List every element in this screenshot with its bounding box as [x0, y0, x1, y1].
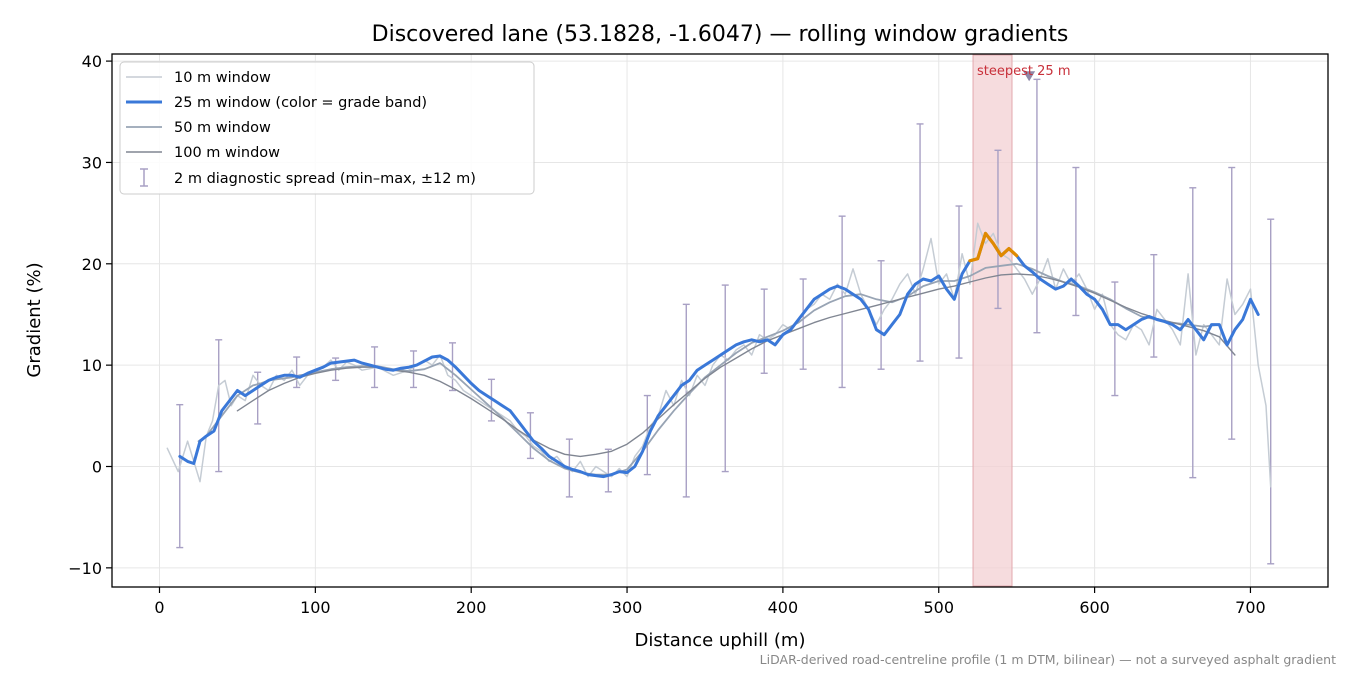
error-bar: [760, 288, 768, 374]
error-bars: [176, 78, 1275, 565]
error-bar: [604, 448, 612, 493]
legend-swatch-errorbar: [140, 168, 148, 187]
y-tick-label: −10: [68, 559, 102, 578]
series-lines: [166, 222, 1272, 488]
legend: 10 m window 25 m window (color = grade b…: [119, 61, 535, 195]
grid: [112, 54, 1328, 587]
error-bar: [215, 339, 223, 473]
chart-title: Discovered lane (53.1828, -1.6047) — rol…: [372, 22, 1069, 47]
series-25m-line: [178, 231, 1260, 479]
steepest-marker: [1023, 71, 1036, 82]
error-bar: [994, 149, 1002, 310]
y-tick-label: 20: [82, 255, 102, 274]
x-tick-label: 400: [768, 598, 799, 617]
x-tick-label: 0: [154, 598, 164, 617]
legend-label-25m: 25 m window (color = grade band): [174, 95, 427, 111]
error-bar: [176, 403, 184, 549]
footnote: LiDAR-derived road-centreline profile (1…: [760, 652, 1336, 667]
legend-label-50m: 50 m window: [174, 120, 271, 136]
legend-label-100m: 100 m window: [174, 145, 280, 161]
error-bar: [448, 342, 456, 392]
legend-box: [119, 61, 535, 195]
series-100m-line: [236, 273, 1236, 458]
error-bar: [1072, 166, 1080, 317]
legend-label-errorbar: 2 m diagnostic spread (min–max, ±12 m): [174, 171, 476, 187]
error-bar: [1033, 78, 1041, 334]
series-25m-steep-segment: [968, 231, 1019, 263]
error-bar: [1150, 253, 1158, 358]
x-tick-label: 200: [456, 598, 487, 617]
error-bar: [1267, 218, 1275, 565]
steepest-band: steepest 25 m: [972, 54, 1071, 587]
error-bar: [1189, 187, 1197, 479]
y-tick-label: 30: [82, 153, 102, 172]
x-tick-label: 600: [1079, 598, 1110, 617]
y-axis-label: Gradient (%): [24, 262, 45, 377]
error-bar: [799, 278, 807, 370]
x-axis-label: Distance uphill (m): [635, 630, 806, 651]
legend-label-10m: 10 m window: [174, 70, 271, 86]
error-bar: [682, 303, 690, 498]
error-bar: [293, 356, 301, 389]
y-tick-label: 10: [82, 356, 102, 375]
axis-ticks: 0 100 200 300 400 500 600 700 −10 0 10 20 30 40: [68, 52, 1265, 617]
series-50m-line: [197, 262, 1221, 476]
error-bar: [410, 350, 418, 389]
error-bar: [721, 284, 729, 473]
y-tick-label: 0: [92, 458, 102, 477]
steepest-band-rect: [972, 54, 1013, 587]
x-tick-label: 500: [923, 598, 954, 617]
x-tick-label: 300: [612, 598, 643, 617]
plot-frame: [111, 53, 1329, 588]
error-bar: [916, 123, 924, 362]
steepest-label: steepest 25 m: [977, 64, 1070, 79]
error-bar: [838, 215, 846, 389]
x-tick-label: 700: [1235, 598, 1266, 617]
x-tick-label: 100: [300, 598, 331, 617]
y-tick-label: 40: [82, 52, 102, 71]
error-bar: [1111, 281, 1119, 397]
